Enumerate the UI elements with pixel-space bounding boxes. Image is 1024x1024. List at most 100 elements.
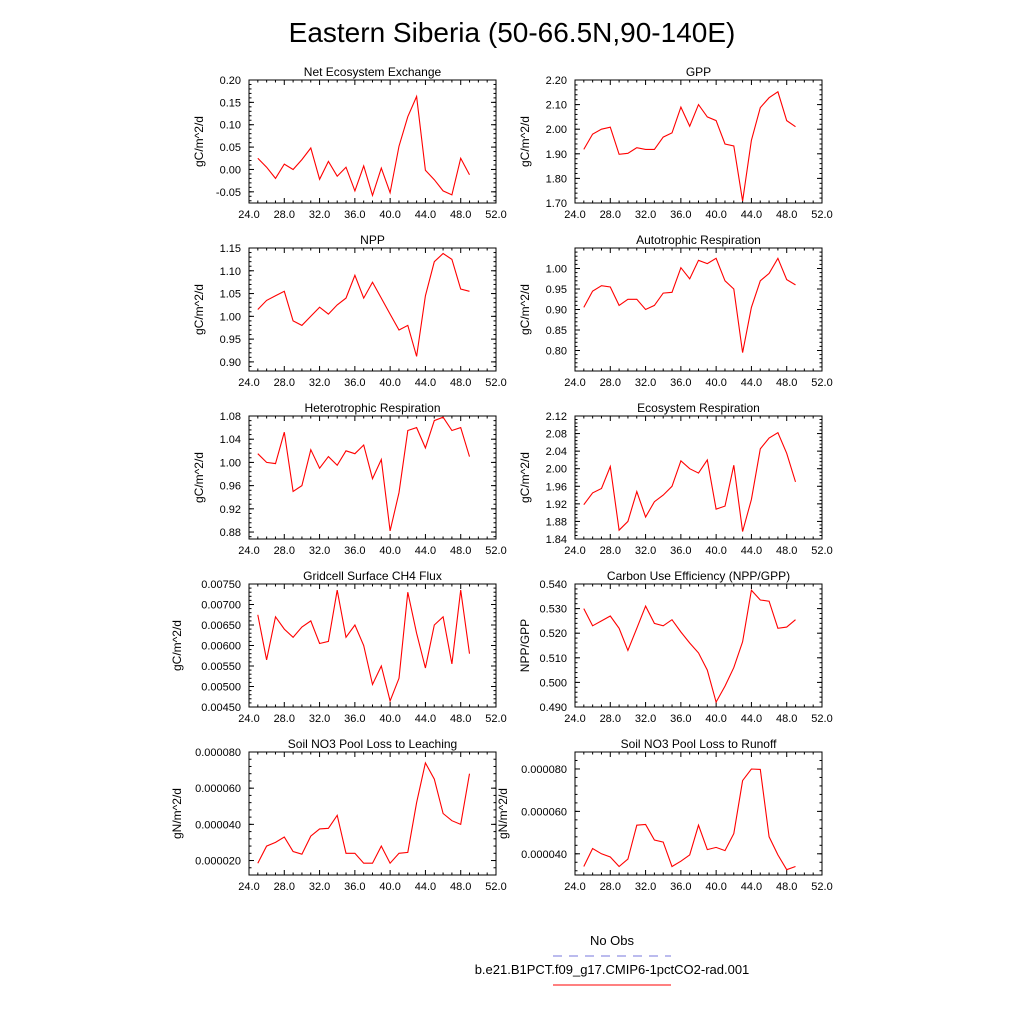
x-tick-label: 28.0 <box>274 209 295 221</box>
y-tick-label: 1.00 <box>220 457 241 469</box>
x-tick-label: 28.0 <box>600 713 621 725</box>
y-tick-label: 0.15 <box>220 97 241 109</box>
panel-1: GPP 24.0 28.0 32.0 36.0 40.0 44.0 48.0 52.0 1.70 1… <box>518 65 833 221</box>
series-line <box>583 588 796 704</box>
x-tick-label: 48.0 <box>450 881 471 893</box>
plot-frame <box>574 79 823 204</box>
y-axis-label: gC/m^2/d <box>518 116 532 167</box>
x-tick-label: 44.0 <box>415 545 436 557</box>
panel-title: Soil NO3 Pool Loss to Leaching <box>288 737 457 751</box>
x-tick-label: 44.0 <box>415 209 436 221</box>
plot-frame <box>574 583 823 708</box>
x-tick-label: 52.0 <box>485 881 506 893</box>
x-tick-label: 44.0 <box>741 713 762 725</box>
x-tick-label: 40.0 <box>379 881 400 893</box>
panel-title: NPP <box>360 233 385 247</box>
panel-title: Net Ecosystem Exchange <box>304 65 442 79</box>
x-tick-label: 24.0 <box>238 545 259 557</box>
x-tick-label: 40.0 <box>705 545 726 557</box>
y-tick-label: 0.00450 <box>201 702 241 714</box>
y-tick-label: 0.540 <box>539 579 567 591</box>
panel-title: Heterotrophic Respiration <box>304 401 440 415</box>
panel-9: Soil NO3 Pool Loss to Runoff 24.0 28.0 32.0… <box>496 737 833 893</box>
y-tick-label: 1.00 <box>546 264 567 276</box>
legend: No Obs b.e21.B1PCT.f09_g17.CMIP6-1pctCO2… <box>475 933 750 986</box>
y-axis-label: gC/m^2/d <box>192 452 206 503</box>
y-tick-label: 0.00750 <box>201 579 241 591</box>
y-tick-label: 1.92 <box>546 499 567 511</box>
x-tick-label: 52.0 <box>485 545 506 557</box>
x-tick-label: 24.0 <box>564 713 585 725</box>
y-tick-label: 0.520 <box>539 628 567 640</box>
x-tick-label: 52.0 <box>811 209 832 221</box>
x-tick-label: 40.0 <box>705 209 726 221</box>
series-line <box>257 761 471 865</box>
panel-7: Carbon Use Efficiency (NPP/GPP) 24.0 28.0 3… <box>518 569 833 725</box>
x-tick-label: 52.0 <box>485 209 506 221</box>
x-tick-label: 52.0 <box>811 713 832 725</box>
y-tick-label: 0.510 <box>539 653 567 665</box>
x-tick-label: 28.0 <box>274 881 295 893</box>
y-tick-label: 2.20 <box>546 75 567 87</box>
x-tick-label: 32.0 <box>635 713 656 725</box>
y-tick-label: 0.00600 <box>201 641 241 653</box>
x-tick-label: 48.0 <box>450 209 471 221</box>
x-tick-label: 52.0 <box>811 545 832 557</box>
y-tick-label: 0.490 <box>539 702 567 714</box>
y-tick-label: 1.08 <box>220 411 241 423</box>
x-tick-label: 32.0 <box>309 377 330 389</box>
panel-grid: Net Ecosystem Exchange 24.0 28.0 32.0 36.0 40… <box>170 65 833 893</box>
x-tick-label: 32.0 <box>309 881 330 893</box>
x-tick-label: 48.0 <box>776 545 797 557</box>
y-tick-label: 0.85 <box>546 325 567 337</box>
plot-frame <box>574 247 823 372</box>
panel-title: GPP <box>686 65 711 79</box>
panel-title: Ecosystem Respiration <box>637 401 760 415</box>
y-tick-label: 0.000080 <box>195 747 241 759</box>
x-tick-label: 24.0 <box>564 545 585 557</box>
x-tick-label: 36.0 <box>344 881 365 893</box>
x-tick-label: 48.0 <box>776 881 797 893</box>
x-tick-label: 52.0 <box>811 881 832 893</box>
x-tick-label: 44.0 <box>741 881 762 893</box>
legend-label-model-run: b.e21.B1PCT.f09_g17.CMIP6-1pctCO2-rad.00… <box>475 962 750 977</box>
x-tick-label: 28.0 <box>274 377 295 389</box>
plot-frame <box>248 79 497 204</box>
x-tick-label: 40.0 <box>705 881 726 893</box>
series-line <box>583 90 796 202</box>
y-tick-label: 0.20 <box>220 75 241 87</box>
panel-3: Autotrophic Respiration 24.0 28.0 32.0 36.0 4… <box>518 233 833 389</box>
x-tick-label: 24.0 <box>238 209 259 221</box>
y-tick-label: 0.00550 <box>201 661 241 673</box>
y-tick-label: 0.96 <box>220 481 241 493</box>
y-tick-label: 2.04 <box>546 446 567 458</box>
y-axis-label: gC/m^2/d <box>192 116 206 167</box>
x-tick-label: 48.0 <box>450 713 471 725</box>
x-tick-label: 32.0 <box>309 545 330 557</box>
y-tick-label: 0.95 <box>220 334 241 346</box>
y-tick-label: 1.70 <box>546 198 567 210</box>
x-tick-label: 48.0 <box>776 377 797 389</box>
x-tick-label: 40.0 <box>379 713 400 725</box>
x-tick-label: 48.0 <box>776 209 797 221</box>
y-tick-label: 0.00650 <box>201 620 241 632</box>
x-tick-label: 44.0 <box>741 209 762 221</box>
x-tick-label: 32.0 <box>309 713 330 725</box>
x-tick-label: 40.0 <box>379 209 400 221</box>
y-tick-label: 1.00 <box>220 311 241 323</box>
x-tick-label: 44.0 <box>741 377 762 389</box>
panel-8: Soil NO3 Pool Loss to Leaching 24.0 28.0 32… <box>170 737 507 893</box>
y-tick-label: 0.000040 <box>521 849 567 861</box>
x-tick-label: 28.0 <box>274 545 295 557</box>
x-tick-label: 36.0 <box>670 545 691 557</box>
plot-frame <box>248 247 497 372</box>
x-tick-label: 48.0 <box>450 545 471 557</box>
series-line <box>583 257 796 353</box>
y-tick-label: 0.10 <box>220 120 241 132</box>
x-tick-label: 36.0 <box>344 713 365 725</box>
series-line <box>257 416 471 532</box>
series-line <box>583 431 797 532</box>
x-tick-label: 32.0 <box>309 209 330 221</box>
x-tick-label: 24.0 <box>238 377 259 389</box>
x-tick-label: 24.0 <box>564 881 585 893</box>
